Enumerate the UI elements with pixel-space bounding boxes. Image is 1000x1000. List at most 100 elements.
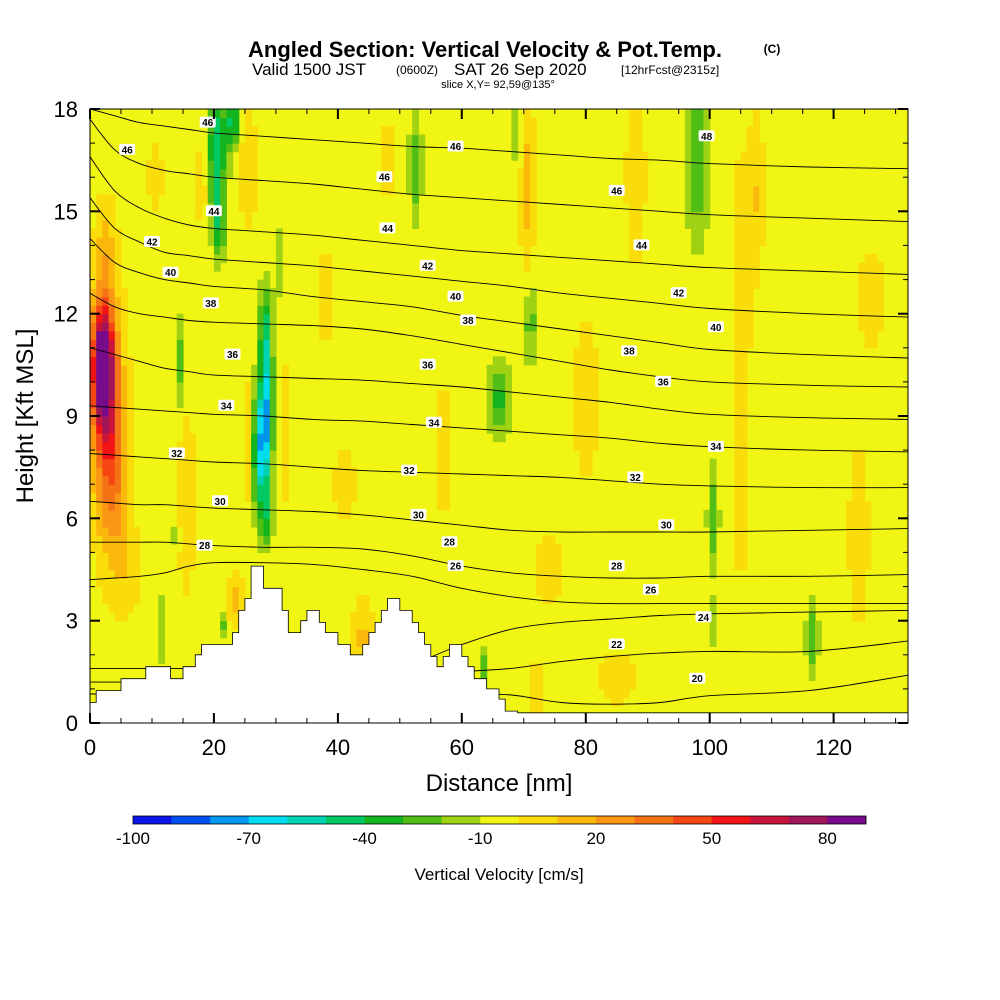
velocity-cell: [629, 219, 636, 229]
velocity-cell: [257, 398, 265, 409]
velocity-cell: [127, 509, 134, 519]
velocity-cell: [102, 313, 110, 323]
velocity-cell: [238, 177, 246, 187]
velocity-cell: [176, 398, 184, 409]
velocity-cell: [90, 313, 97, 323]
velocity-cell: [548, 569, 556, 579]
velocity-cell: [213, 228, 221, 238]
velocity-cell: [604, 680, 612, 690]
velocity-cell: [189, 441, 196, 451]
velocity-cell: [90, 262, 97, 272]
velocity-cell: [96, 526, 103, 536]
velocity-cell: [176, 381, 184, 392]
velocity-cell: [282, 492, 289, 502]
velocity-cell: [213, 262, 221, 272]
velocity-cell: [635, 194, 643, 204]
velocity-cell: [709, 560, 717, 571]
velocity-cell: [220, 117, 227, 127]
velocity-cell: [189, 450, 196, 460]
velocity-cell: [96, 416, 103, 426]
velocity-cell: [90, 305, 97, 315]
velocity-cell: [573, 347, 581, 357]
velocity-cell: [96, 296, 103, 306]
velocity-cell: [182, 492, 190, 502]
contour-label: 46: [450, 142, 462, 153]
velocity-cell: [753, 177, 760, 187]
velocity-cell: [220, 143, 227, 153]
velocity-cell: [529, 185, 537, 195]
velocity-cell: [257, 364, 265, 374]
velocity-cell: [585, 424, 593, 434]
velocity-cell: [684, 177, 692, 187]
velocity-cell: [579, 364, 587, 374]
velocity-cell: [499, 424, 506, 434]
velocity-cell: [114, 347, 122, 357]
velocity-cell: [536, 697, 543, 707]
velocity-cell: [108, 194, 116, 204]
velocity-cell: [102, 356, 110, 366]
velocity-cell: [759, 143, 767, 153]
velocity-cell: [269, 339, 277, 349]
velocity-cell: [120, 501, 128, 511]
velocity-cell: [213, 253, 221, 264]
velocity-cell: [102, 458, 110, 468]
velocity-cell: [529, 117, 537, 127]
velocity-cell: [697, 211, 705, 221]
velocity-cell: [418, 177, 426, 187]
velocity-cell: [108, 441, 116, 451]
velocity-cell: [90, 381, 97, 392]
velocity-cell: [585, 390, 593, 400]
contour-label-bg: [460, 314, 476, 326]
velocity-cell: [852, 484, 860, 494]
velocity-cell: [691, 194, 698, 204]
velocity-cell: [573, 433, 581, 443]
velocity-cell: [127, 518, 134, 528]
velocity-cell: [120, 381, 128, 392]
velocity-cell: [96, 390, 103, 400]
contour-label-bg: [419, 259, 436, 271]
velocity-cell: [127, 543, 134, 554]
velocity-cell: [114, 228, 122, 238]
velocity-cell: [870, 296, 878, 306]
velocity-cell: [579, 433, 587, 443]
velocity-cell: [282, 458, 289, 468]
velocity-cell: [641, 151, 649, 161]
velocity-cell: [808, 629, 816, 639]
contour-label-bg: [441, 536, 458, 548]
velocity-cell: [709, 637, 717, 647]
velocity-cell: [96, 228, 103, 238]
velocity-cell: [244, 484, 252, 494]
velocity-cell: [108, 543, 116, 554]
velocity-cell: [635, 151, 643, 161]
velocity-cell: [96, 501, 103, 511]
velocity-cell: [176, 347, 184, 357]
velocity-cell: [269, 492, 277, 502]
velocity-cell: [802, 637, 810, 647]
velocity-cell: [182, 535, 190, 545]
velocity-cell: [269, 467, 277, 477]
velocity-cell: [238, 151, 246, 161]
velocity-cell: [443, 492, 451, 502]
velocity-cell: [263, 322, 271, 332]
velocity-cell: [641, 194, 649, 204]
velocity-cell: [746, 143, 754, 153]
velocity-cell: [443, 458, 451, 468]
velocity-cell: [517, 236, 525, 247]
velocity-cell: [102, 416, 110, 426]
velocity-cell: [697, 185, 705, 195]
velocity-cell: [753, 194, 760, 204]
velocity-cell: [127, 569, 134, 579]
velocity-cell: [387, 126, 395, 136]
velocity-cell: [263, 458, 271, 468]
velocity-cell: [220, 194, 227, 204]
velocity-cell: [492, 407, 500, 417]
velocity-cell: [740, 245, 748, 255]
velocity-cell: [734, 305, 742, 315]
velocity-cell: [622, 663, 630, 673]
velocity-cell: [90, 407, 97, 417]
colorbar-swatch: [750, 816, 790, 824]
velocity-cell: [257, 518, 265, 528]
velocity-cell: [703, 151, 711, 161]
velocity-cell: [802, 620, 810, 630]
velocity-cell: [102, 288, 110, 298]
